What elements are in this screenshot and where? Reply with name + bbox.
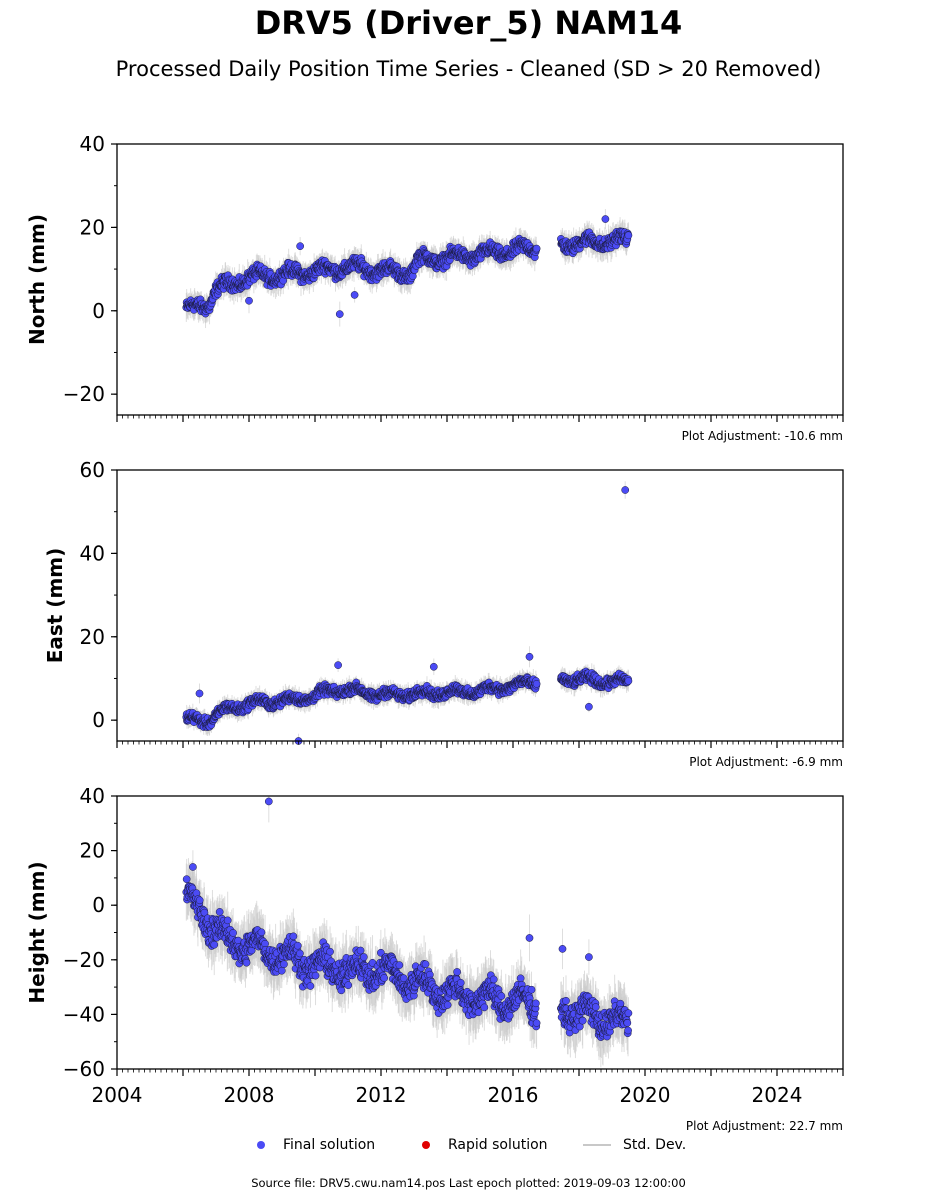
chart-subtitle: Processed Daily Position Time Series - C…	[115, 57, 822, 81]
y-axis-label: East (mm)	[43, 548, 67, 664]
data-point	[195, 689, 204, 698]
data-point	[532, 680, 541, 688]
y-tick-label: 20	[80, 215, 105, 239]
data-point	[245, 296, 253, 305]
data-point	[334, 661, 342, 669]
data-point	[296, 242, 304, 250]
data-point	[624, 677, 633, 685]
chart-title: DRV5 (Driver_5) NAM14	[254, 4, 683, 42]
data-point	[601, 215, 610, 223]
data-point	[585, 702, 593, 711]
data-point	[429, 662, 438, 671]
data-point	[624, 231, 633, 240]
data-point	[525, 652, 534, 661]
y-tick-label: −20	[63, 382, 105, 406]
data-point	[621, 486, 630, 494]
plot-adjustment: Plot Adjustment: -6.9 mm	[689, 755, 843, 769]
plot-adjustment: Plot Adjustment: -10.6 mm	[682, 429, 843, 443]
y-tick-label: 0	[92, 708, 105, 732]
y-tick-label: 20	[80, 625, 105, 649]
y-tick-label: 60	[80, 458, 105, 482]
y-tick-label: 0	[92, 299, 105, 323]
y-axis-label: North (mm)	[25, 214, 49, 345]
data-point	[532, 244, 541, 253]
data-point	[335, 310, 344, 318]
data-point	[350, 291, 359, 299]
y-tick-label: 40	[80, 541, 105, 565]
y-tick-label: 40	[80, 132, 105, 156]
